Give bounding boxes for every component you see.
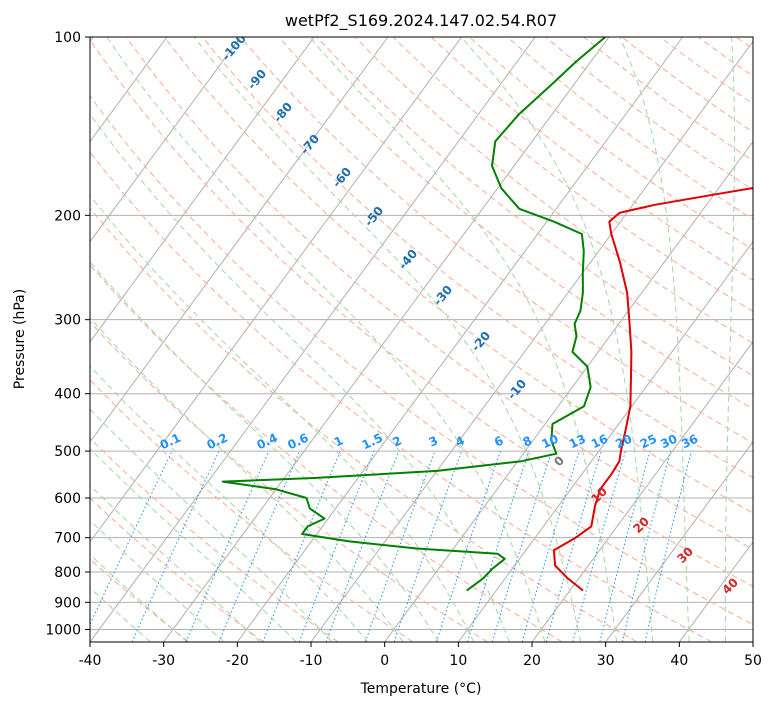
y-tick-label: 1000 [45,622,81,638]
dry-adiabat-line [202,37,753,479]
x-tick-label: 30 [597,653,615,669]
x-tick-label: -20 [226,653,249,669]
isotherm-line [163,37,610,642]
sounding-profiles [221,37,753,592]
isotherm-line [90,37,536,642]
x-tick-label: 10 [449,653,467,669]
mixing-ratio-line [521,450,580,642]
axis-ticks: -40 -30 -20 -10 0 10 20 30 40 50 100 200 300 400 500 60… [45,30,762,669]
x-tick-label: -40 [79,653,102,669]
moist-adiabat-line [619,37,690,642]
moist-adiabat-line [309,37,618,642]
mixing-ratio-label: 30 [658,432,679,452]
mixing-ratio-line [572,450,626,642]
mixing-ratio-line [435,450,501,642]
mixing-ratio-line [491,450,553,642]
moist-adiabat-line [460,37,654,642]
dry-adiabat-line [90,264,563,642]
isotherm-line [90,37,242,243]
isotherm-line [236,37,684,642]
x-tick-label: 40 [670,653,688,669]
y-tick-label: 500 [54,444,81,460]
isotherm-line [457,240,753,642]
y-tick-label: 200 [54,208,81,224]
dry-adiabat-line [392,37,753,312]
moist-adiabat-line [90,587,151,642]
dry-adiabat-line [90,497,264,642]
y-tick-label: 700 [54,531,81,547]
mixing-ratio-line [599,450,651,642]
temperature-line [552,187,753,592]
x-axis-label: Temperature (°C) [360,681,482,697]
isotherm-line [605,440,753,642]
dry-adiabat-line [90,95,753,626]
dry-adiabat-line [90,38,753,588]
dewpoint-line [221,37,606,592]
dry-adiabat-line [90,378,414,642]
moist-adiabat-line [193,37,582,642]
moist-adiabat-line [90,316,404,642]
moist-adiabat-line [90,408,333,642]
isotherm-line [90,37,168,143]
plot-frame [89,36,754,643]
mixing-ratio-label: 25 [638,432,659,452]
mixing-ratio-line [644,450,692,642]
mixing-ratio-line [90,450,173,626]
dry-adiabat-line [90,151,712,642]
dry-adiabat-line [125,37,753,550]
dry-adiabat-line [163,37,753,514]
y-tick-label: 100 [54,30,81,46]
moist-adiabat-line [724,37,735,642]
x-tick-label: -30 [152,653,175,669]
mixing-ratio-line [131,450,220,642]
mixing-ratio-label: 10 [540,432,561,452]
isotherm-line [90,37,463,543]
y-tick-label: 800 [54,565,81,581]
dry-adiabat-line [90,207,638,642]
dry-adiabat-line [90,321,488,642]
dry-adiabat-line [240,37,753,444]
mixing-ratio-line [218,450,301,642]
background-lines [90,37,753,642]
y-tick-label: 900 [54,595,81,611]
isotherm-line [90,37,389,443]
mixing-ratio-label: 16 [589,432,610,452]
mixing-ratio-label: 36 [679,432,700,452]
y-axis-label: Pressure (hPa) [12,289,28,389]
moist-adiabat-line [106,37,546,642]
moist-adiabat-line [90,447,297,642]
mixing-ratio-line [467,450,530,642]
y-tick-label: 400 [54,387,81,403]
x-tick-label: 0 [380,653,389,669]
chart-title: wetPf2_S169.2024.147.02.54.R07 [285,11,557,31]
dry-adiabat-line [430,37,753,281]
isotherm-line [531,340,753,642]
x-tick-label: 20 [523,653,541,669]
y-tick-label: 600 [54,491,81,507]
x-tick-label: 50 [744,653,762,669]
mixing-ratio-line [545,450,602,642]
mixing-ratio-line [621,450,672,642]
isotherm-line [384,140,753,642]
moist-adiabat-line [90,365,368,642]
mixing-ratio-line [393,450,463,642]
mixing-ratio-label: 13 [567,432,588,452]
isotherm-line [90,37,315,343]
plot-background [90,37,753,642]
dry-adiabat-line [354,37,753,344]
mixing-ratio-line [185,450,270,642]
moist-adiabat-line [90,113,510,642]
y-tick-label: 300 [54,313,81,329]
x-tick-label: -10 [300,653,323,669]
mixing-ratio-label: 20 [613,432,634,452]
